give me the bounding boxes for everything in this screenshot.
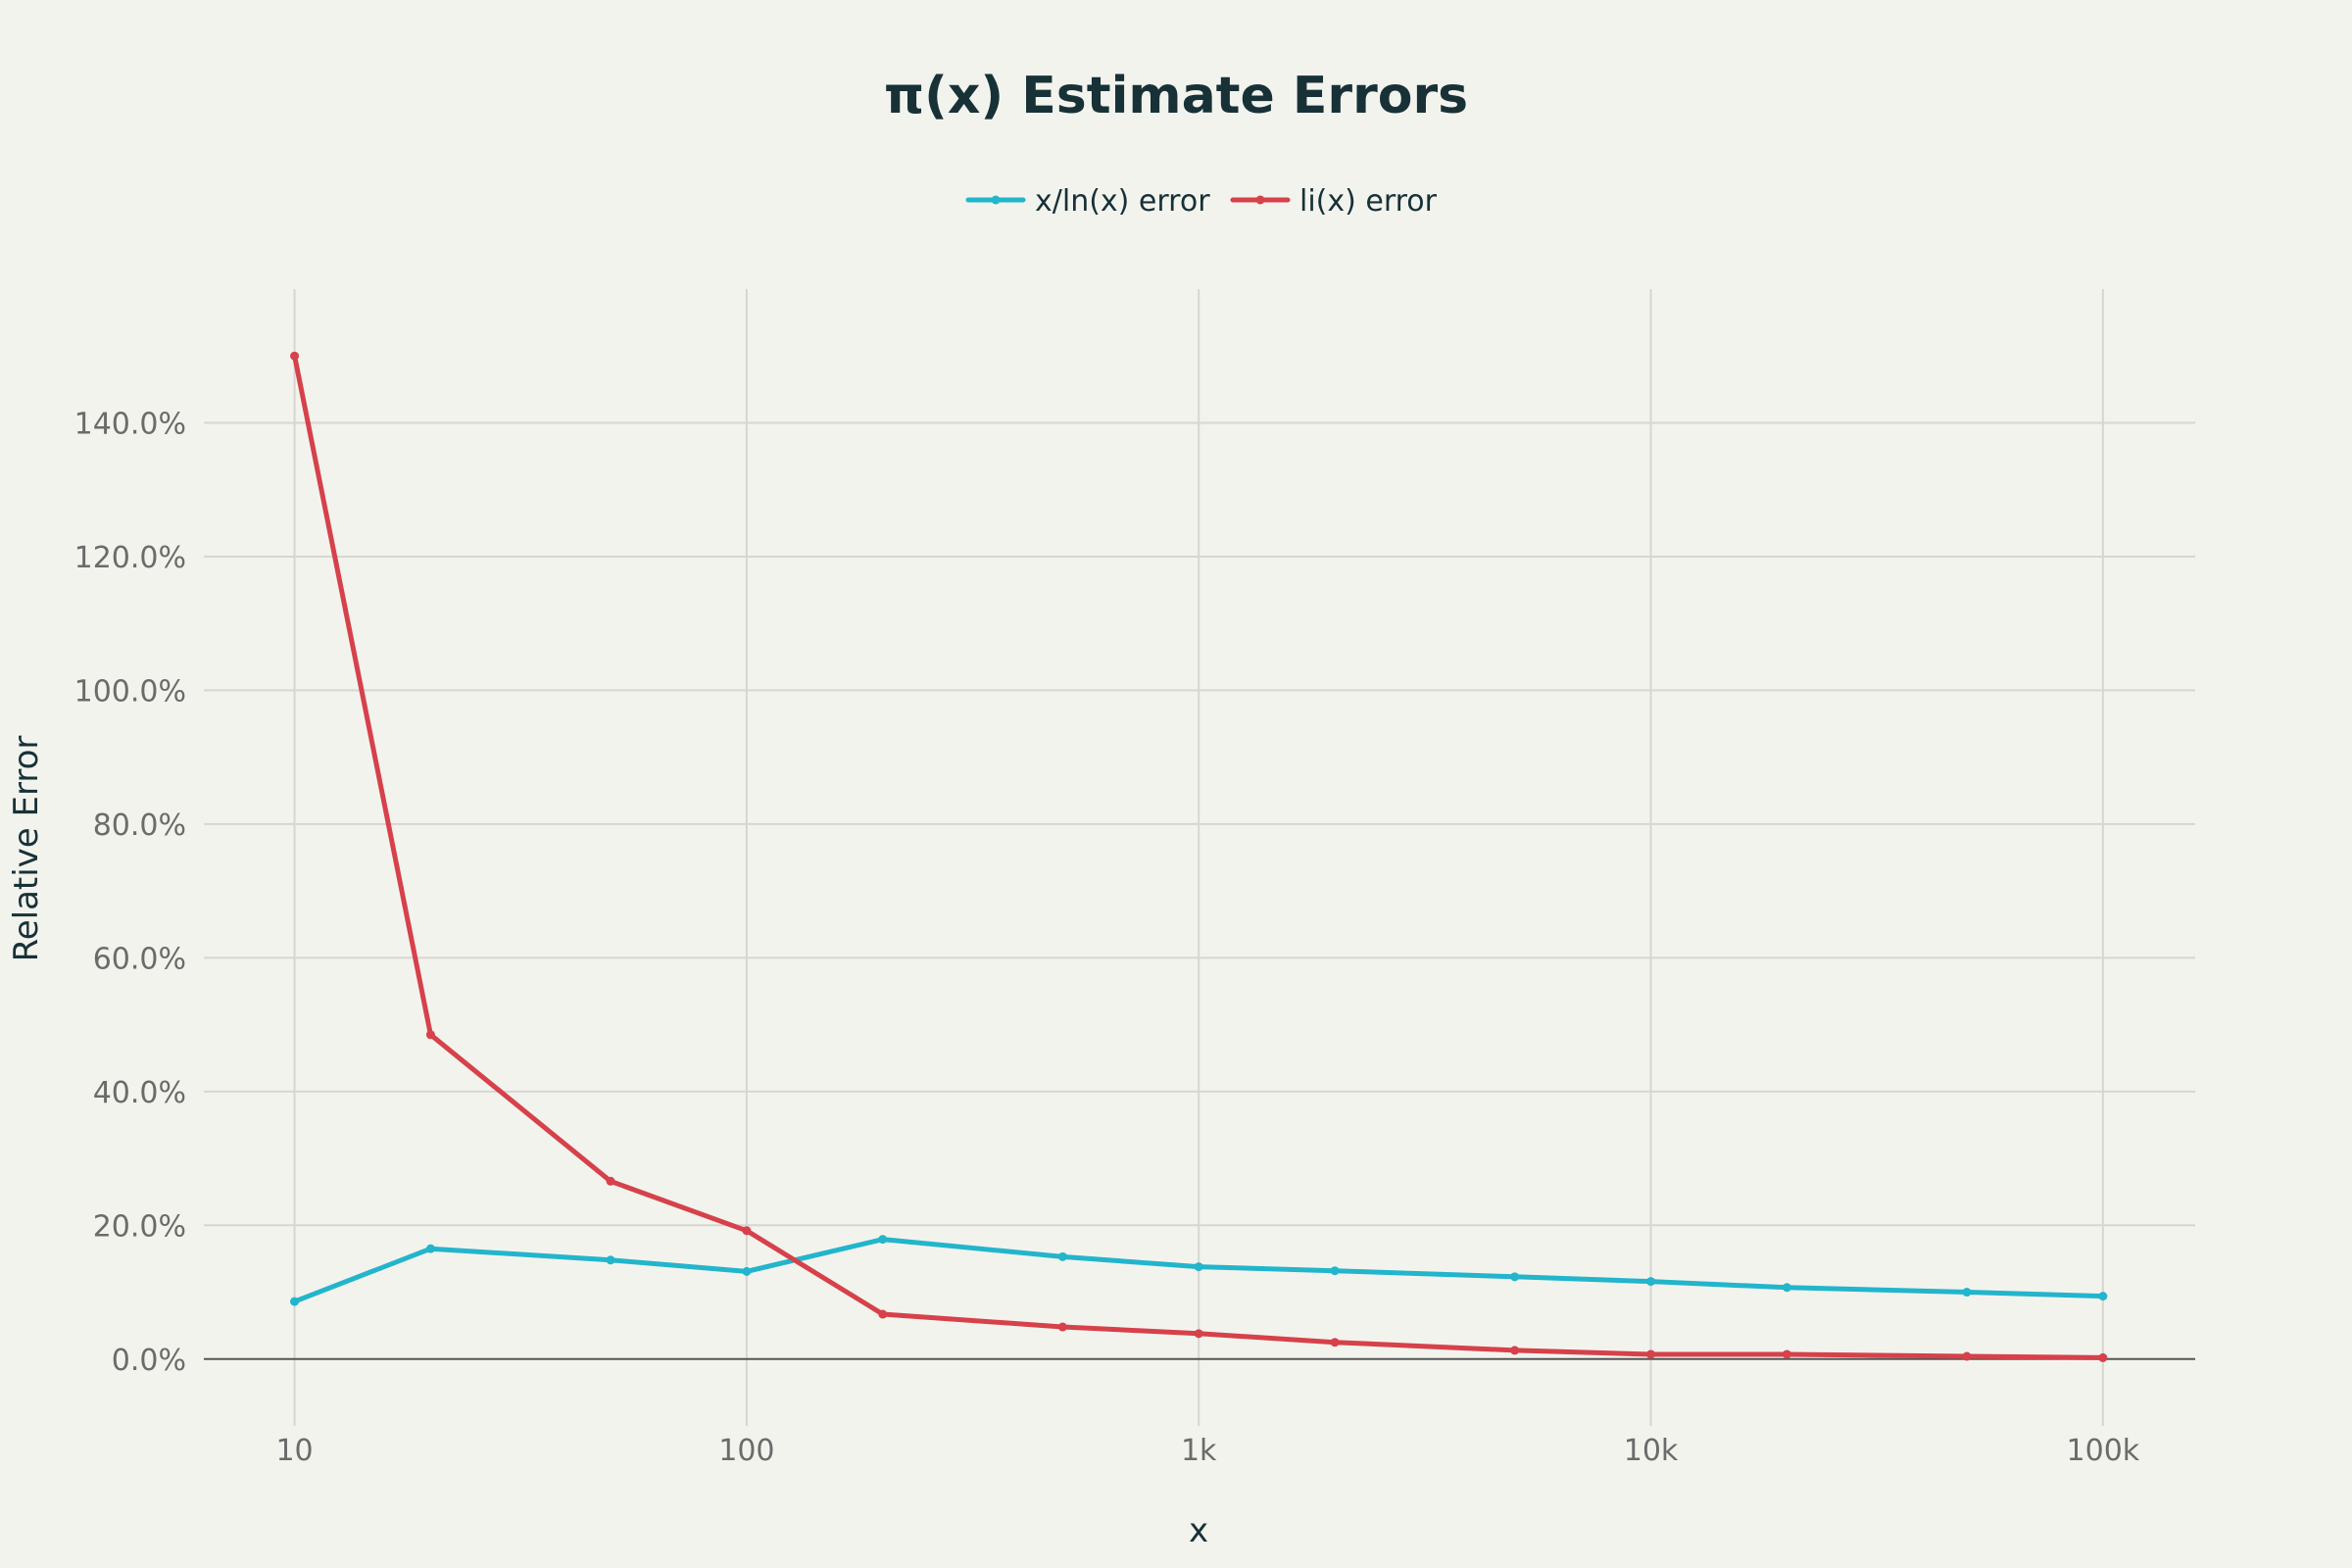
y-axis: 0.0% 20.0% 40.0% 60.0% 80.0% 100.0% 120.0% 140.… <box>74 407 186 1377</box>
data-point-1-4 <box>878 1309 888 1319</box>
x-tick-label-4: 100k <box>2067 1434 2140 1468</box>
legend-label-1: li(x) error <box>1299 184 1438 219</box>
data-point-0-7 <box>1330 1266 1340 1276</box>
y-tick-label-1: 20.0% <box>93 1209 186 1244</box>
data-point-1-11 <box>1962 1351 1972 1361</box>
chart-title: π(x) Estimate Errors <box>884 67 1468 125</box>
y-tick-label-0: 0.0% <box>112 1344 186 1378</box>
x-tick-label-2: 1k <box>1181 1434 1217 1468</box>
legend-marker-0 <box>991 195 1001 205</box>
data-point-0-8 <box>1510 1272 1520 1282</box>
data-point-0-6 <box>1194 1262 1203 1272</box>
y-tick-label-3: 60.0% <box>93 942 186 976</box>
series-layer <box>290 351 2108 1362</box>
series-0 <box>290 1235 2108 1306</box>
legend-item-0[interactable]: x/ln(x) error <box>965 184 1210 219</box>
data-point-0-12 <box>2098 1292 2108 1301</box>
data-point-1-6 <box>1194 1329 1203 1339</box>
data-point-1-10 <box>1782 1349 1791 1359</box>
data-point-1-5 <box>1057 1322 1067 1332</box>
legend-item-1[interactable]: li(x) error <box>1230 184 1438 219</box>
data-point-0-2 <box>606 1255 615 1265</box>
data-point-0-1 <box>425 1244 435 1253</box>
data-point-1-2 <box>606 1176 615 1186</box>
x-tick-label-1: 100 <box>718 1434 774 1468</box>
y-tick-label-5: 100.0% <box>74 674 186 709</box>
data-point-0-10 <box>1782 1283 1791 1293</box>
data-point-0-11 <box>1962 1288 1972 1298</box>
data-point-1-9 <box>1646 1349 1656 1359</box>
y-axis-title: Relative Error <box>7 736 46 962</box>
data-point-1-0 <box>290 351 300 361</box>
data-point-0-0 <box>290 1297 300 1306</box>
data-point-1-3 <box>742 1226 752 1236</box>
y-tick-label-6: 120.0% <box>74 541 186 575</box>
legend: x/ln(x) error li(x) error <box>965 184 1438 219</box>
data-point-0-3 <box>742 1266 752 1276</box>
data-point-0-4 <box>878 1235 888 1245</box>
data-point-0-5 <box>1057 1251 1067 1261</box>
legend-label-0: x/ln(x) error <box>1035 184 1210 219</box>
data-point-0-9 <box>1646 1277 1656 1287</box>
grid <box>204 289 2195 1426</box>
series-1 <box>290 351 2108 1362</box>
data-point-1-8 <box>1510 1346 1520 1355</box>
x-tick-label-3: 10k <box>1624 1434 1679 1468</box>
y-tick-label-7: 140.0% <box>74 407 186 441</box>
y-tick-label-4: 80.0% <box>93 808 186 843</box>
y-tick-label-2: 40.0% <box>93 1076 186 1110</box>
x-axis-title: x <box>1189 1511 1208 1550</box>
x-axis: 10 100 1k 10k 100k <box>275 1434 2139 1468</box>
data-point-1-7 <box>1330 1338 1340 1348</box>
legend-marker-1 <box>1255 195 1265 205</box>
x-tick-label-0: 10 <box>275 1434 313 1468</box>
data-point-1-12 <box>2098 1352 2108 1362</box>
data-point-1-1 <box>425 1030 435 1040</box>
